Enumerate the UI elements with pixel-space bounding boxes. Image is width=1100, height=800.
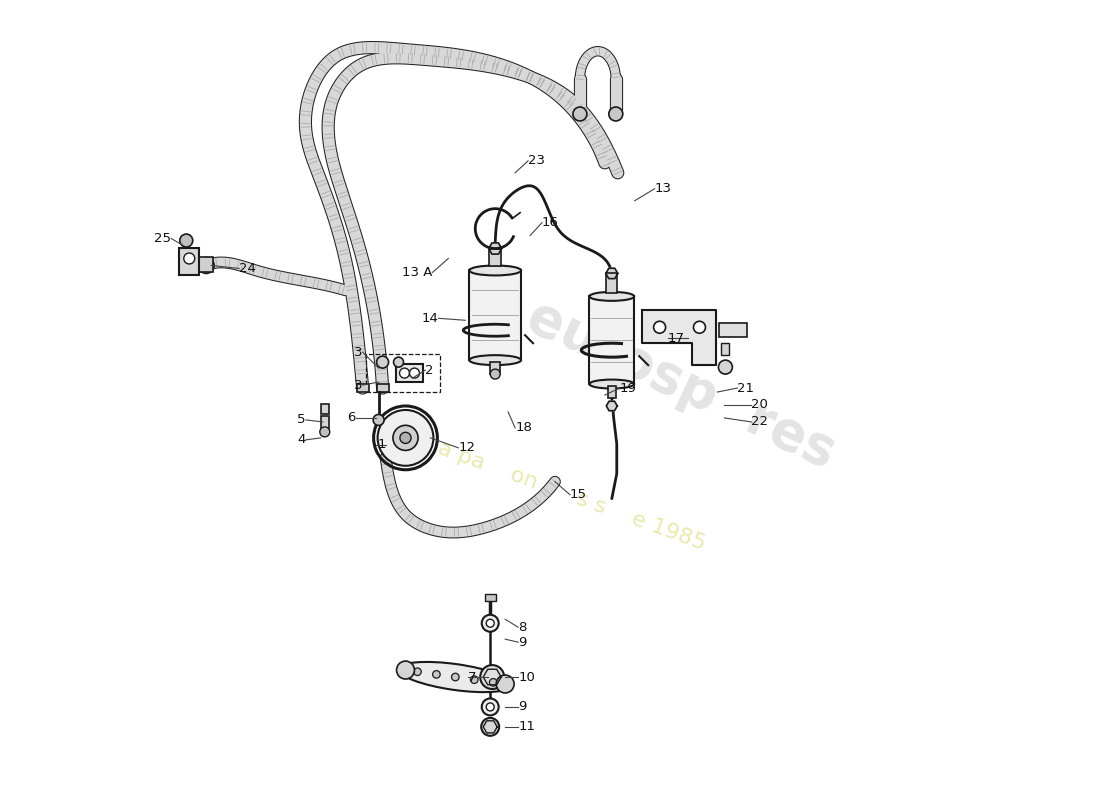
Circle shape	[486, 703, 494, 711]
Text: 8: 8	[518, 621, 527, 634]
Bar	[470, 270, 521, 360]
Circle shape	[414, 668, 421, 675]
Polygon shape	[488, 243, 502, 254]
Circle shape	[481, 718, 499, 736]
Circle shape	[393, 426, 418, 450]
Circle shape	[482, 614, 498, 632]
Circle shape	[481, 665, 504, 689]
Bar	[356, 384, 369, 392]
Text: eurosp  res: eurosp res	[519, 290, 844, 478]
Bar	[719, 323, 747, 338]
Circle shape	[377, 410, 433, 466]
Text: 1: 1	[377, 438, 386, 451]
Text: 13 A: 13 A	[402, 266, 432, 279]
Text: 11: 11	[518, 720, 535, 734]
Bar	[321, 404, 329, 414]
Text: 7: 7	[469, 670, 476, 683]
Text: 12: 12	[459, 442, 475, 454]
Circle shape	[373, 414, 384, 426]
Text: 24: 24	[239, 262, 256, 275]
Text: 17: 17	[668, 332, 684, 345]
Circle shape	[396, 661, 415, 679]
Circle shape	[490, 678, 497, 686]
Bar	[491, 362, 501, 374]
Bar	[590, 296, 635, 384]
Text: 25: 25	[154, 232, 172, 245]
Circle shape	[496, 675, 514, 693]
Circle shape	[471, 676, 478, 683]
Text: 18: 18	[515, 422, 532, 434]
Text: 3: 3	[354, 378, 363, 391]
Circle shape	[482, 698, 498, 715]
Ellipse shape	[590, 379, 635, 389]
Circle shape	[320, 427, 330, 437]
Text: 9: 9	[518, 636, 527, 649]
Bar	[199, 258, 213, 273]
Bar	[179, 247, 199, 275]
Circle shape	[491, 369, 501, 379]
Ellipse shape	[398, 662, 513, 692]
Polygon shape	[606, 402, 617, 410]
Bar	[606, 274, 617, 294]
Ellipse shape	[470, 266, 521, 275]
Bar	[376, 384, 388, 392]
Text: 20: 20	[751, 398, 768, 411]
Text: 14: 14	[421, 312, 439, 325]
Text: 9: 9	[518, 701, 527, 714]
Circle shape	[409, 368, 419, 378]
Bar	[722, 343, 729, 355]
Circle shape	[608, 107, 623, 121]
Text: 10: 10	[518, 670, 535, 683]
Circle shape	[432, 670, 440, 678]
Text: 15: 15	[570, 488, 587, 501]
Text: 16: 16	[542, 216, 559, 229]
Circle shape	[198, 258, 214, 274]
Text: 6: 6	[348, 411, 355, 425]
Circle shape	[399, 368, 409, 378]
Circle shape	[179, 234, 192, 247]
Circle shape	[184, 253, 195, 264]
Ellipse shape	[590, 292, 635, 301]
Text: a pa    on p   s s    e 1985: a pa on p s s e 1985	[436, 438, 708, 554]
Bar	[365, 354, 440, 392]
Bar	[321, 416, 329, 430]
Bar	[608, 386, 616, 398]
Bar	[485, 594, 496, 602]
Circle shape	[573, 107, 587, 121]
Circle shape	[376, 356, 388, 368]
Circle shape	[400, 432, 411, 443]
Polygon shape	[641, 310, 716, 365]
Text: 3: 3	[354, 346, 363, 358]
Text: 5: 5	[297, 414, 306, 426]
Text: 2: 2	[426, 364, 433, 377]
Ellipse shape	[470, 355, 521, 365]
Circle shape	[718, 360, 733, 374]
Circle shape	[486, 619, 494, 627]
Circle shape	[693, 322, 705, 334]
Text: 22: 22	[751, 415, 768, 429]
Text: 19: 19	[619, 382, 637, 394]
Text: 13: 13	[654, 182, 672, 195]
Text: 23: 23	[528, 154, 546, 167]
Text: 21: 21	[737, 382, 755, 394]
Circle shape	[394, 357, 404, 367]
Text: 4: 4	[297, 434, 306, 446]
Circle shape	[653, 322, 666, 334]
Bar	[396, 364, 424, 382]
Circle shape	[451, 674, 459, 681]
Polygon shape	[606, 268, 618, 278]
Bar	[490, 249, 502, 266]
